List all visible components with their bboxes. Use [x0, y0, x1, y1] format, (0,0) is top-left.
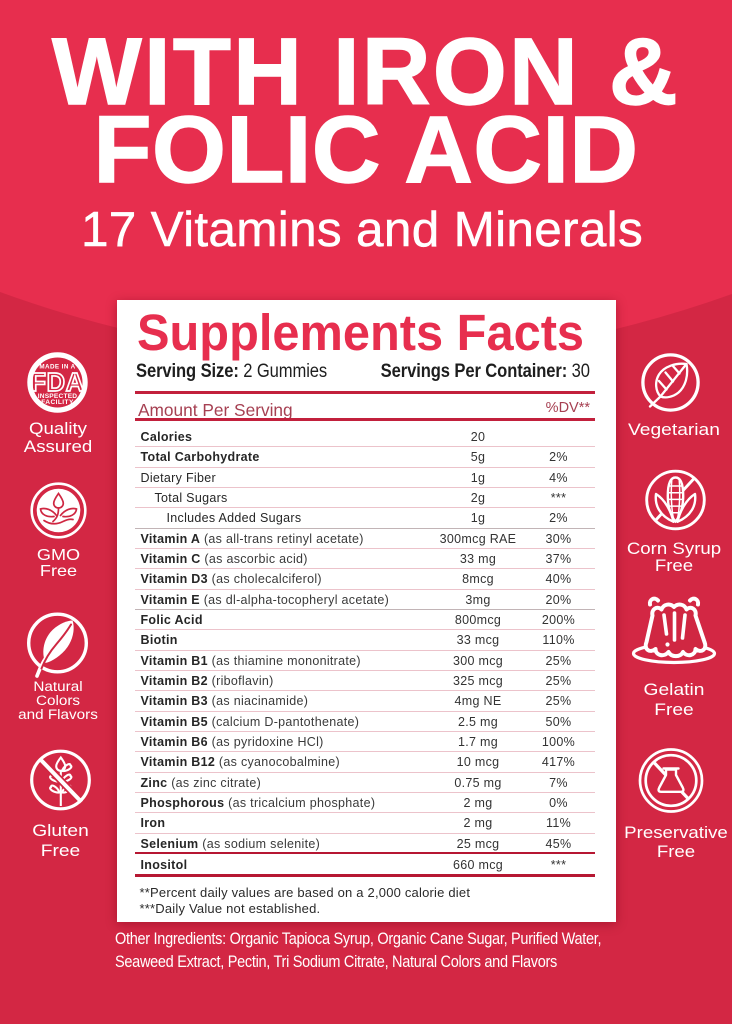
- svg-text:FACILITY: FACILITY: [41, 399, 74, 406]
- svg-text:FDA: FDA: [30, 369, 84, 397]
- svg-text:INSPECTED: INSPECTED: [38, 393, 78, 400]
- svg-text:MADE IN A: MADE IN A: [39, 364, 75, 371]
